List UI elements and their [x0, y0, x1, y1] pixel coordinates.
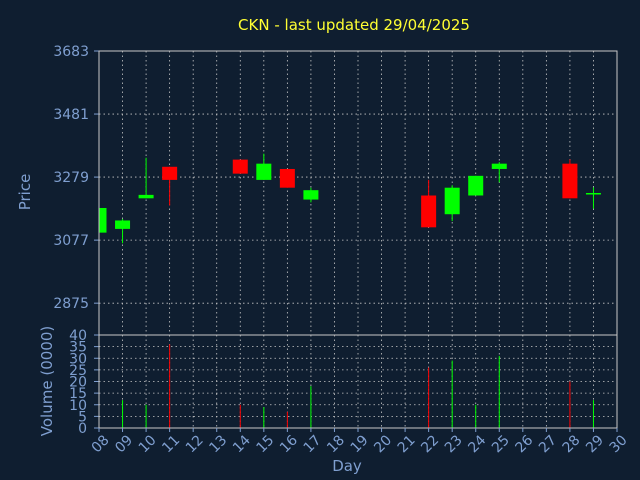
price-panel: 2875 3077 3279 3481 3683 — [53, 44, 618, 336]
candle-body — [491, 163, 507, 169]
x-tick-label: 15 — [254, 432, 278, 456]
x-tick-label: 13 — [206, 432, 230, 456]
price-tick-label: 3077 — [53, 233, 89, 249]
x-tick-label: 23 — [442, 432, 466, 456]
x-tick-label: 11 — [159, 432, 183, 456]
volume-tick-label: 35 — [69, 340, 87, 356]
candle-body — [138, 194, 154, 199]
volume-tick-label: 40 — [69, 328, 87, 344]
volume-tick-label: 15 — [69, 386, 87, 402]
x-tick-label: 09 — [112, 432, 136, 456]
price-tick-label: 3279 — [53, 170, 89, 186]
candle-body — [279, 168, 295, 188]
candle-body — [303, 190, 319, 200]
candle-body — [162, 166, 178, 180]
x-tick-label: 20 — [371, 432, 395, 456]
price-tick-label: 2875 — [53, 296, 89, 312]
x-tick-label: 10 — [136, 432, 160, 456]
volume-tick-label: 0 — [78, 421, 87, 437]
candle-body — [232, 159, 248, 174]
x-axis: 08 09 10 11 12 13 14 15 16 17 18 19 20 21 22 23 24 25 26 27… — [89, 428, 631, 456]
x-tick-label: 08 — [89, 432, 113, 456]
volume-tick-label: 10 — [69, 398, 87, 414]
x-tick-label: 22 — [418, 432, 442, 456]
candle-body — [444, 187, 460, 215]
candle-body — [468, 175, 484, 196]
price-tick-label: 3481 — [53, 107, 89, 123]
x-tick-label: 19 — [348, 432, 372, 456]
x-tick-label: 25 — [489, 432, 513, 456]
candle-body — [115, 220, 131, 229]
x-tick-label: 24 — [465, 432, 489, 456]
candle-body — [421, 195, 437, 228]
x-tick-label: 28 — [560, 432, 584, 456]
x-tick-label: 27 — [536, 432, 560, 456]
x-tick-label: 30 — [607, 432, 631, 456]
price-panel-frame — [98, 50, 618, 336]
x-tick-label: 12 — [183, 432, 207, 456]
candle-body — [562, 163, 578, 199]
candle-body — [256, 163, 272, 180]
candle-body — [99, 207, 107, 233]
volume-axis-label: Volume (0000) — [38, 326, 56, 436]
volume-tick-label: 5 — [78, 409, 87, 425]
x-tick-label: 18 — [324, 432, 348, 456]
x-tick-label: 29 — [583, 432, 607, 456]
x-tick-label: 21 — [395, 432, 419, 456]
candle-body — [585, 193, 601, 195]
x-axis-label: Day — [332, 457, 362, 475]
x-tick-label: 14 — [230, 432, 254, 456]
volume-tick-label: 30 — [69, 351, 87, 367]
x-tick-label: 26 — [513, 432, 537, 456]
x-tick-label: 16 — [277, 432, 301, 456]
price-axis-label: Price — [16, 174, 34, 211]
chart-title: CKN - last updated 29/04/2025 — [238, 16, 470, 34]
x-tick-label: 17 — [301, 432, 325, 456]
price-tick-label: 3683 — [53, 44, 89, 60]
volume-tick-label: 20 — [69, 375, 87, 391]
volume-tick-label: 25 — [69, 363, 87, 379]
